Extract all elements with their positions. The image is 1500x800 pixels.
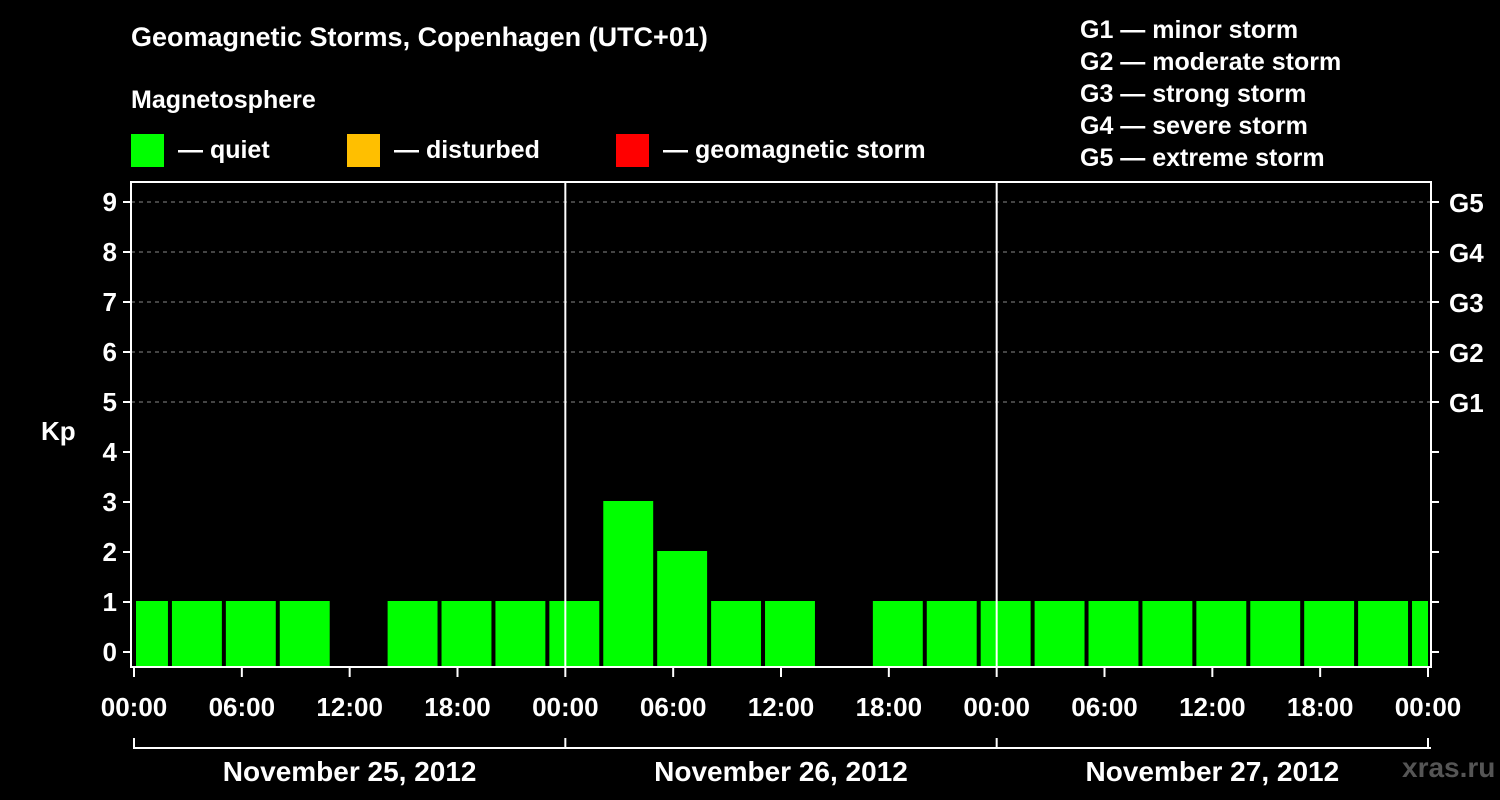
kp-bar <box>495 601 546 667</box>
kp-bar <box>657 551 708 667</box>
kp-bar <box>603 501 654 667</box>
kp-bar <box>279 601 330 667</box>
chart-title: Geomagnetic Storms, Copenhagen (UTC+01) <box>131 22 708 52</box>
kp-bar <box>136 601 168 667</box>
x-tick-label: 00:00 <box>532 692 599 722</box>
storm-level-g4: G4 — severe storm <box>1080 112 1308 140</box>
bars <box>136 501 1428 667</box>
kp-bar <box>1034 601 1085 667</box>
plot-border <box>130 181 1432 668</box>
storm-level-g1: G1 — minor storm <box>1080 16 1299 44</box>
kp-bar <box>1196 601 1247 667</box>
kp-bar <box>1142 601 1193 667</box>
x-tick-label: 06:00 <box>209 692 276 722</box>
legend-swatch-storm <box>616 133 649 167</box>
y-tick-label: 6 <box>103 337 117 367</box>
g-level-label: G2 <box>1449 338 1484 368</box>
legend-swatch-quiet <box>131 133 164 167</box>
y-tick-label: 4 <box>103 437 118 467</box>
y-tick-label: 5 <box>103 387 117 417</box>
kp-bar <box>926 601 977 667</box>
x-tick-label: 12:00 <box>1179 692 1246 722</box>
x-tick-label: 00:00 <box>101 692 168 722</box>
legend-quiet: — quiet <box>131 133 270 167</box>
x-tick-label: 18:00 <box>856 692 923 722</box>
x-tick-label: 00:00 <box>963 692 1030 722</box>
date-label: November 27, 2012 <box>1085 756 1339 787</box>
date-label: November 25, 2012 <box>223 756 477 787</box>
legend-label-storm: — geomagnetic storm <box>663 135 926 164</box>
kp-bar <box>980 601 1031 667</box>
kp-bar <box>171 601 222 667</box>
storm-level-g2: G2 — moderate storm <box>1080 48 1342 76</box>
kp-bar <box>1412 601 1428 667</box>
kp-bar <box>872 601 923 667</box>
y-tick-label: 3 <box>103 487 117 517</box>
plot-frame <box>130 181 1432 668</box>
axes: 0 1 2 3 4 5 6 7 8 9 G1 G2 G3 G4 G5 Kp 00:00 06:00 12:00 18:… <box>41 187 1484 787</box>
kp-bar <box>1358 601 1409 667</box>
storm-level-g3: G3 — strong storm <box>1080 80 1307 108</box>
x-tick-label: 12:00 <box>316 692 383 722</box>
legend-subtitle: Magnetosphere <box>131 86 316 114</box>
kp-bar <box>1304 601 1355 667</box>
y-tick-label: 1 <box>103 587 117 617</box>
kp-bar <box>549 601 600 667</box>
x-tick-label: 18:00 <box>424 692 491 722</box>
kp-bar <box>225 601 276 667</box>
legend-swatch-disturbed <box>347 133 380 167</box>
y-tick-label: 2 <box>103 537 117 567</box>
date-label: November 26, 2012 <box>654 756 908 787</box>
grid-lines <box>131 201 1431 403</box>
kp-bar <box>387 601 438 667</box>
legend-label-quiet: — quiet <box>178 135 270 164</box>
g-level-label: G5 <box>1449 188 1484 218</box>
kp-bar <box>765 601 815 667</box>
watermark: xras.ru <box>1402 752 1496 783</box>
x-tick-label: 12:00 <box>748 692 815 722</box>
legend-disturbed: — disturbed <box>347 133 540 167</box>
y-tick-label: 0 <box>103 637 117 667</box>
kp-bar <box>1250 601 1301 667</box>
storm-level-legend: G1 — minor storm G2 — moderate storm G3 … <box>1080 14 1341 174</box>
x-tick-label: 18:00 <box>1287 692 1354 722</box>
g-level-label: G3 <box>1449 288 1484 318</box>
kp-bar <box>1088 601 1139 667</box>
g-level-label: G4 <box>1449 238 1484 268</box>
y-tick-label: 8 <box>103 237 117 267</box>
y-tick-label: 9 <box>103 187 117 217</box>
legend-storm: — geomagnetic storm <box>616 133 926 167</box>
legend-label-disturbed: — disturbed <box>394 135 540 164</box>
x-tick-label: 06:00 <box>1071 692 1138 722</box>
kp-bar <box>441 601 492 667</box>
kp-bar <box>711 601 762 667</box>
x-tick-label: 00:00 <box>1395 692 1462 722</box>
y-tick-label: 7 <box>103 287 117 317</box>
x-tick-label: 06:00 <box>640 692 707 722</box>
g-level-label: G1 <box>1449 388 1484 418</box>
y-axis-label: Kp <box>41 416 76 446</box>
storm-level-g5: G5 — extreme storm <box>1080 144 1325 172</box>
